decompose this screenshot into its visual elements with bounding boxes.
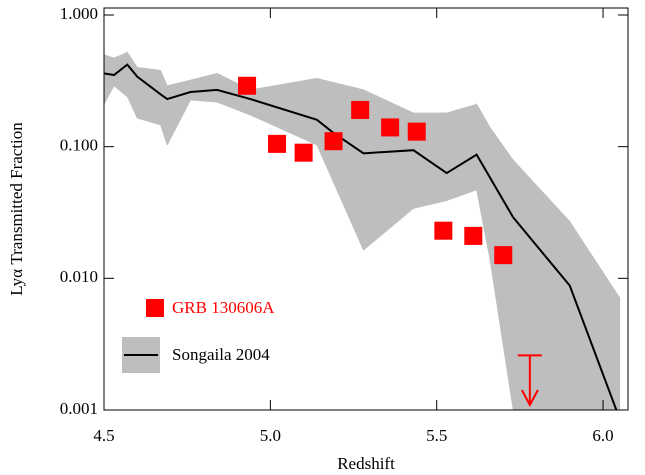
marker — [238, 76, 257, 95]
band-segment — [489, 126, 514, 411]
band-segment — [363, 89, 414, 251]
band-segment — [190, 72, 218, 103]
x-tick-label: 6.0 — [592, 426, 613, 445]
line — [103, 63, 618, 411]
band-segment — [126, 51, 138, 119]
x-tick-label: 4.5 — [93, 426, 114, 445]
x-axis-title: Redshift — [337, 454, 395, 473]
marker — [464, 226, 483, 245]
marker — [381, 118, 400, 137]
band-segment — [103, 54, 115, 105]
upper-limit-arrow — [517, 354, 542, 408]
legend-label: GRB 130606A — [172, 298, 275, 317]
legend-marker — [146, 299, 164, 317]
band-segment — [512, 159, 571, 411]
marker — [294, 143, 313, 162]
band-segment — [446, 103, 478, 202]
marker — [494, 246, 513, 265]
legend-label: Songaila 2004 — [172, 345, 270, 364]
marker — [324, 132, 343, 151]
x-tick-label: 5.0 — [260, 426, 281, 445]
y-tick-label: 0.010 — [60, 267, 98, 286]
plot-frame — [103, 7, 629, 411]
marker — [351, 100, 370, 119]
marker — [268, 134, 287, 153]
marker — [407, 122, 426, 141]
x-tick-label: 5.5 — [426, 426, 447, 445]
y-axis-title: Lyα Transmitted Fraction — [7, 122, 26, 296]
band-segment — [160, 70, 168, 146]
band-segment — [136, 66, 161, 126]
upper-limit — [517, 354, 542, 408]
marker — [434, 221, 453, 240]
y-tick-label: 0.100 — [60, 136, 98, 155]
band-segment — [166, 79, 191, 146]
band-segment — [569, 220, 621, 411]
y-tick-label: 1.000 — [60, 4, 98, 23]
y-tick-label: 0.001 — [60, 399, 98, 418]
